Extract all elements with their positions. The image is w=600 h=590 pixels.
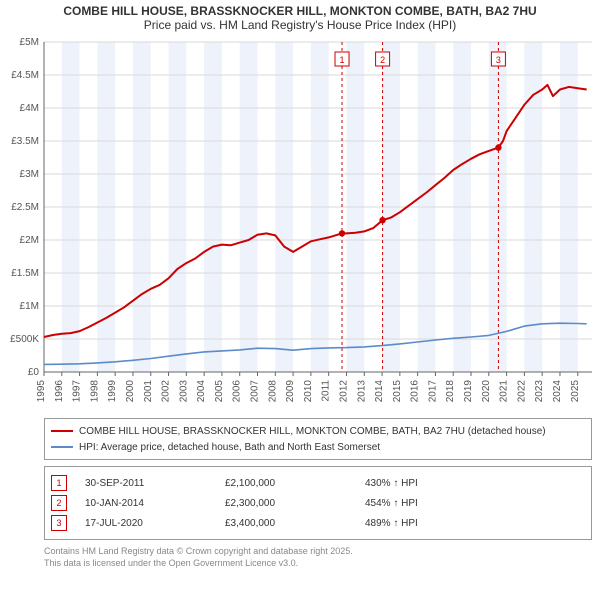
svg-text:£2M: £2M bbox=[20, 235, 39, 246]
svg-text:2003: 2003 bbox=[178, 380, 189, 403]
svg-text:£3.5M: £3.5M bbox=[11, 136, 39, 147]
legend-label-hpi: HPI: Average price, detached house, Bath… bbox=[79, 442, 380, 453]
svg-text:£1.5M: £1.5M bbox=[11, 268, 39, 279]
sales-row-2: 2 10-JAN-2014 £2,300,000 454% ↑ HPI bbox=[51, 493, 585, 513]
svg-text:1996: 1996 bbox=[54, 380, 65, 403]
svg-text:2002: 2002 bbox=[161, 380, 172, 403]
svg-text:£1M: £1M bbox=[20, 301, 39, 312]
svg-text:2022: 2022 bbox=[516, 380, 527, 403]
sale-price-1: £2,100,000 bbox=[225, 478, 365, 489]
chart-title-block: COMBE HILL HOUSE, BRASSKNOCKER HILL, MON… bbox=[0, 0, 600, 34]
sale-date-1: 30-SEP-2011 bbox=[85, 478, 225, 489]
legend-box: COMBE HILL HOUSE, BRASSKNOCKER HILL, MON… bbox=[44, 418, 592, 460]
svg-text:1: 1 bbox=[340, 55, 345, 65]
svg-text:2000: 2000 bbox=[125, 380, 136, 403]
sale-marker-1: 1 bbox=[51, 475, 67, 491]
sale-marker-2: 2 bbox=[51, 495, 67, 511]
svg-text:2017: 2017 bbox=[427, 380, 438, 403]
svg-text:2011: 2011 bbox=[321, 380, 332, 402]
sale-hpi-1: 430% ↑ HPI bbox=[365, 478, 418, 489]
sale-date-2: 10-JAN-2014 bbox=[85, 498, 225, 509]
svg-text:1999: 1999 bbox=[107, 380, 118, 403]
svg-text:2018: 2018 bbox=[445, 380, 456, 403]
attribution-line1: Contains HM Land Registry data © Crown c… bbox=[44, 546, 592, 558]
sale-price-3: £3,400,000 bbox=[225, 518, 365, 529]
sales-row-3: 3 17-JUL-2020 £3,400,000 489% ↑ HPI bbox=[51, 513, 585, 533]
attribution-line2: This data is licensed under the Open Gov… bbox=[44, 558, 592, 570]
svg-text:2025: 2025 bbox=[570, 380, 581, 403]
svg-text:2001: 2001 bbox=[143, 380, 154, 403]
svg-text:2015: 2015 bbox=[392, 380, 403, 403]
sale-date-3: 17-JUL-2020 bbox=[85, 518, 225, 529]
svg-text:2020: 2020 bbox=[481, 380, 492, 403]
svg-text:2004: 2004 bbox=[196, 380, 207, 403]
svg-text:2012: 2012 bbox=[338, 380, 349, 403]
svg-text:1995: 1995 bbox=[36, 380, 47, 403]
sales-row-1: 1 30-SEP-2011 £2,100,000 430% ↑ HPI bbox=[51, 473, 585, 493]
svg-text:2021: 2021 bbox=[499, 380, 510, 403]
svg-text:2007: 2007 bbox=[250, 380, 261, 403]
legend-row-property: COMBE HILL HOUSE, BRASSKNOCKER HILL, MON… bbox=[51, 423, 585, 439]
chart-title-line2: Price paid vs. HM Land Registry's House … bbox=[6, 18, 594, 32]
chart-area: £0 £500K £1M £1.5M £2M £2.5M £3M £3.5M £4M £4.5M £… bbox=[0, 34, 600, 414]
legend-swatch-hpi bbox=[51, 446, 73, 448]
sale-hpi-3: 489% ↑ HPI bbox=[365, 518, 418, 529]
svg-text:2019: 2019 bbox=[463, 380, 474, 403]
sales-table: 1 30-SEP-2011 £2,100,000 430% ↑ HPI 2 10… bbox=[44, 466, 592, 540]
legend-swatch-property bbox=[51, 430, 73, 432]
svg-text:2010: 2010 bbox=[303, 380, 314, 403]
svg-text:2024: 2024 bbox=[552, 380, 563, 403]
svg-text:£5M: £5M bbox=[20, 37, 39, 48]
svg-text:£3M: £3M bbox=[20, 169, 39, 180]
svg-text:2: 2 bbox=[380, 55, 385, 65]
svg-text:£4M: £4M bbox=[20, 103, 39, 114]
svg-text:£4.5M: £4.5M bbox=[11, 70, 39, 81]
svg-text:2013: 2013 bbox=[356, 380, 367, 403]
chart-title-line1: COMBE HILL HOUSE, BRASSKNOCKER HILL, MON… bbox=[6, 4, 594, 18]
svg-text:1998: 1998 bbox=[89, 380, 100, 403]
svg-text:£0: £0 bbox=[28, 367, 40, 378]
svg-text:2023: 2023 bbox=[534, 380, 545, 403]
attribution: Contains HM Land Registry data © Crown c… bbox=[44, 546, 592, 569]
legend-row-hpi: HPI: Average price, detached house, Bath… bbox=[51, 439, 585, 455]
legend-label-property: COMBE HILL HOUSE, BRASSKNOCKER HILL, MON… bbox=[79, 426, 546, 437]
sale-price-2: £2,300,000 bbox=[225, 498, 365, 509]
svg-text:2006: 2006 bbox=[232, 380, 243, 403]
svg-text:£500K: £500K bbox=[10, 334, 39, 345]
chart-svg: £0 £500K £1M £1.5M £2M £2.5M £3M £3.5M £4M £4.5M £… bbox=[0, 34, 600, 414]
svg-text:2009: 2009 bbox=[285, 380, 296, 403]
svg-text:£2.5M: £2.5M bbox=[11, 202, 39, 213]
svg-text:2005: 2005 bbox=[214, 380, 225, 403]
svg-text:2008: 2008 bbox=[267, 380, 278, 403]
svg-text:2014: 2014 bbox=[374, 380, 385, 403]
svg-text:3: 3 bbox=[496, 55, 501, 65]
sale-marker-3: 3 bbox=[51, 515, 67, 531]
svg-text:2016: 2016 bbox=[410, 380, 421, 403]
sale-hpi-2: 454% ↑ HPI bbox=[365, 498, 418, 509]
svg-text:1997: 1997 bbox=[72, 380, 83, 403]
